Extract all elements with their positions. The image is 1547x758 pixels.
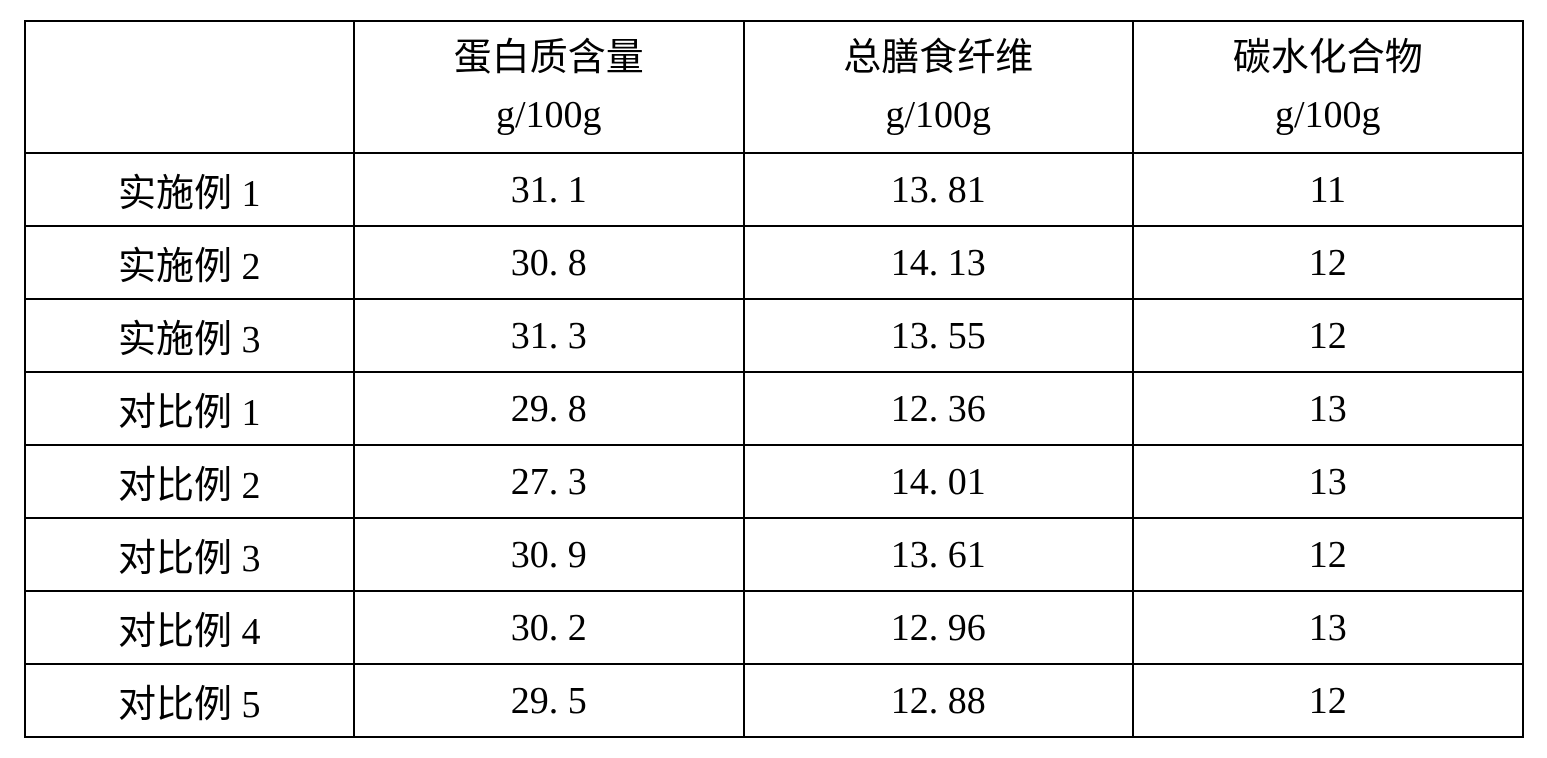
- cell-protein: 27. 3: [354, 445, 743, 518]
- table-body: 实施例 1 31. 1 13. 81 11 实施例 2 30. 8 14. 13…: [25, 153, 1523, 737]
- header-protein-line1: 蛋白质含量: [359, 30, 738, 87]
- header-protein: 蛋白质含量 g/100g: [354, 21, 743, 153]
- table-row: 对比例 5 29. 5 12. 88 12: [25, 664, 1523, 737]
- header-carbs-line1: 碳水化合物: [1138, 30, 1518, 87]
- cell-fiber: 13. 81: [744, 153, 1133, 226]
- cell-carbs: 12: [1133, 664, 1523, 737]
- table-row: 实施例 2 30. 8 14. 13 12: [25, 226, 1523, 299]
- table-row: 对比例 4 30. 2 12. 96 13: [25, 591, 1523, 664]
- row-label: 实施例 1: [25, 153, 355, 226]
- cell-protein: 31. 3: [354, 299, 743, 372]
- header-protein-line2: g/100g: [359, 87, 738, 144]
- cell-carbs: 12: [1133, 518, 1523, 591]
- cell-carbs: 13: [1133, 445, 1523, 518]
- row-label: 对比例 1: [25, 372, 355, 445]
- row-label: 实施例 3: [25, 299, 355, 372]
- cell-protein: 29. 5: [354, 664, 743, 737]
- header-fiber-line1: 总膳食纤维: [749, 30, 1128, 87]
- row-label: 对比例 3: [25, 518, 355, 591]
- table-row: 对比例 1 29. 8 12. 36 13: [25, 372, 1523, 445]
- cell-fiber: 12. 88: [744, 664, 1133, 737]
- cell-carbs: 11: [1133, 153, 1523, 226]
- table-header-row: 蛋白质含量 g/100g 总膳食纤维 g/100g 碳水化合物 g/100g: [25, 21, 1523, 153]
- cell-protein: 30. 2: [354, 591, 743, 664]
- row-label: 实施例 2: [25, 226, 355, 299]
- table-row: 实施例 3 31. 3 13. 55 12: [25, 299, 1523, 372]
- header-carbs: 碳水化合物 g/100g: [1133, 21, 1523, 153]
- cell-fiber: 12. 96: [744, 591, 1133, 664]
- cell-carbs: 13: [1133, 372, 1523, 445]
- header-fiber: 总膳食纤维 g/100g: [744, 21, 1133, 153]
- row-label: 对比例 4: [25, 591, 355, 664]
- header-carbs-line2: g/100g: [1138, 87, 1518, 144]
- nutrition-table: 蛋白质含量 g/100g 总膳食纤维 g/100g 碳水化合物 g/100g 实…: [24, 20, 1524, 738]
- table-row: 对比例 2 27. 3 14. 01 13: [25, 445, 1523, 518]
- header-empty: [25, 21, 355, 153]
- cell-protein: 30. 8: [354, 226, 743, 299]
- header-fiber-line2: g/100g: [749, 87, 1128, 144]
- cell-carbs: 13: [1133, 591, 1523, 664]
- row-label: 对比例 5: [25, 664, 355, 737]
- cell-fiber: 13. 55: [744, 299, 1133, 372]
- cell-protein: 31. 1: [354, 153, 743, 226]
- cell-fiber: 14. 01: [744, 445, 1133, 518]
- cell-fiber: 12. 36: [744, 372, 1133, 445]
- cell-carbs: 12: [1133, 299, 1523, 372]
- table-row: 实施例 1 31. 1 13. 81 11: [25, 153, 1523, 226]
- table-row: 对比例 3 30. 9 13. 61 12: [25, 518, 1523, 591]
- cell-carbs: 12: [1133, 226, 1523, 299]
- cell-fiber: 14. 13: [744, 226, 1133, 299]
- nutrition-table-container: 蛋白质含量 g/100g 总膳食纤维 g/100g 碳水化合物 g/100g 实…: [24, 20, 1524, 738]
- cell-protein: 30. 9: [354, 518, 743, 591]
- row-label: 对比例 2: [25, 445, 355, 518]
- cell-fiber: 13. 61: [744, 518, 1133, 591]
- cell-protein: 29. 8: [354, 372, 743, 445]
